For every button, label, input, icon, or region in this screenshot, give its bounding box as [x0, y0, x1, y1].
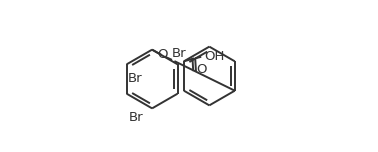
Text: OH: OH	[204, 50, 225, 63]
Text: Br: Br	[172, 47, 186, 60]
Text: O: O	[197, 63, 207, 76]
Text: O: O	[158, 48, 168, 61]
Text: Br: Br	[128, 72, 143, 85]
Text: Br: Br	[129, 111, 143, 124]
